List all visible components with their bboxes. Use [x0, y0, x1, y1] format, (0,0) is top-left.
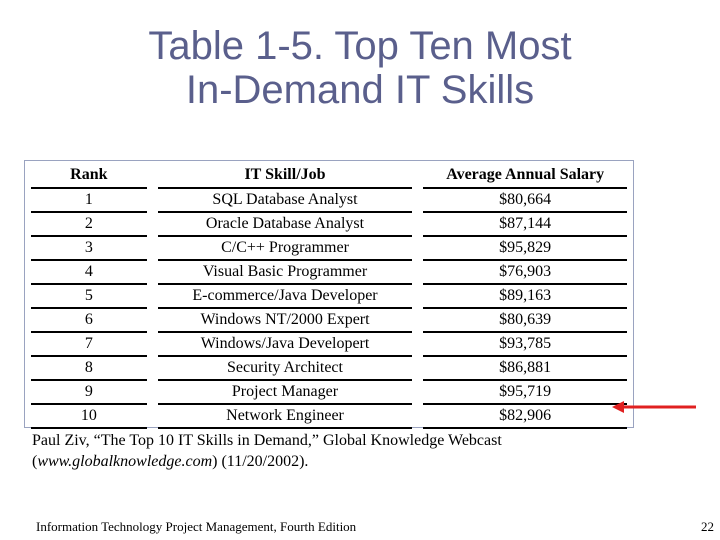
table-row: 10 Network Engineer $82,906	[31, 405, 627, 429]
red-arrow-icon	[612, 401, 696, 413]
table-row: 2 Oracle Database Analyst $87,144	[31, 213, 627, 237]
column-gap	[412, 333, 424, 357]
slide-title: Table 1-5. Top Ten Most In-Demand IT Ski…	[0, 24, 720, 112]
cell-salary: $95,719	[423, 381, 627, 405]
slide-title-line-1: Table 1-5. Top Ten Most	[148, 24, 572, 68]
skills-table: Rank IT Skill/Job Average Annual Salary …	[31, 163, 627, 429]
cell-rank: 7	[31, 333, 147, 357]
column-gap	[412, 237, 424, 261]
column-gap	[147, 285, 159, 309]
column-gap	[147, 213, 159, 237]
column-gap	[147, 357, 159, 381]
column-gap	[147, 237, 159, 261]
table-row: 3 C/C++ Programmer $95,829	[31, 237, 627, 261]
table-row: 9 Project Manager $95,719	[31, 381, 627, 405]
column-gap	[147, 405, 159, 429]
caption-line-2: (www.globalknowledge.com) (11/20/2002).	[32, 451, 592, 472]
cell-skill: Network Engineer	[158, 405, 412, 429]
cell-salary: $82,906	[423, 405, 627, 429]
cell-skill: SQL Database Analyst	[158, 189, 412, 213]
column-gap	[412, 261, 424, 285]
column-gap	[147, 261, 159, 285]
table-row: 7 Windows/Java Developert $93,785	[31, 333, 627, 357]
cell-rank: 4	[31, 261, 147, 285]
cell-skill: E-commerce/Java Developer	[158, 285, 412, 309]
column-gap	[412, 309, 424, 333]
source-caption: Paul Ziv, “The Top 10 IT Skills in Deman…	[32, 430, 592, 472]
cell-salary: $76,903	[423, 261, 627, 285]
table-row: 6 Windows NT/2000 Expert $80,639	[31, 309, 627, 333]
table-row: 8 Security Architect $86,881	[31, 357, 627, 381]
cell-rank: 5	[31, 285, 147, 309]
table-row: 4 Visual Basic Programmer $76,903	[31, 261, 627, 285]
header-skill: IT Skill/Job	[158, 163, 412, 189]
cell-skill: Windows NT/2000 Expert	[158, 309, 412, 333]
caption-line-1: Paul Ziv, “The Top 10 IT Skills in Deman…	[32, 432, 502, 449]
column-gap	[412, 381, 424, 405]
footer-book-title: Information Technology Project Managemen…	[36, 519, 357, 534]
column-gap	[147, 189, 159, 213]
cell-salary: $89,163	[423, 285, 627, 309]
cell-salary: $95,829	[423, 237, 627, 261]
cell-salary: $87,144	[423, 213, 627, 237]
cell-skill: Windows/Java Developert	[158, 333, 412, 357]
column-gap	[412, 285, 424, 309]
cell-skill: Security Architect	[158, 357, 412, 381]
source-url: www.globalknowledge.com	[37, 453, 213, 470]
cell-salary: $80,664	[423, 189, 627, 213]
cell-skill: C/C++ Programmer	[158, 237, 412, 261]
footer-page-number: 22	[701, 519, 714, 534]
cell-skill: Visual Basic Programmer	[158, 261, 412, 285]
cell-rank: 10	[31, 405, 147, 429]
cell-rank: 6	[31, 309, 147, 333]
header-salary: Average Annual Salary	[423, 163, 627, 189]
column-gap	[147, 163, 159, 189]
header-rank: Rank	[31, 163, 147, 189]
column-gap	[412, 163, 424, 189]
table-row: 1 SQL Database Analyst $80,664	[31, 189, 627, 213]
cell-rank: 8	[31, 357, 147, 381]
skills-table-image: Rank IT Skill/Job Average Annual Salary …	[24, 160, 634, 429]
column-gap	[412, 213, 424, 237]
cell-salary: $86,881	[423, 357, 627, 381]
slide-title-line-2: In-Demand IT Skills	[185, 68, 535, 112]
column-gap	[412, 357, 424, 381]
column-gap	[412, 189, 424, 213]
cell-rank: 1	[31, 189, 147, 213]
table-header-row: Rank IT Skill/Job Average Annual Salary	[31, 163, 627, 189]
caption-date: ) (11/20/2002).	[212, 453, 309, 470]
cell-skill: Oracle Database Analyst	[158, 213, 412, 237]
cell-salary: $80,639	[423, 309, 627, 333]
cell-salary: $93,785	[423, 333, 627, 357]
column-gap	[147, 309, 159, 333]
cell-skill: Project Manager	[158, 381, 412, 405]
column-gap	[147, 381, 159, 405]
column-gap	[147, 333, 159, 357]
table-row: 5 E-commerce/Java Developer $89,163	[31, 285, 627, 309]
cell-rank: 2	[31, 213, 147, 237]
column-gap	[412, 405, 424, 429]
cell-rank: 3	[31, 237, 147, 261]
cell-rank: 9	[31, 381, 147, 405]
caption-open-paren: (	[32, 453, 38, 470]
